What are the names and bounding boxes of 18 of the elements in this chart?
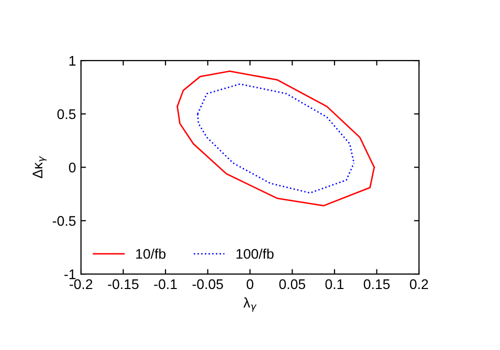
y-tick-label: 0 — [68, 162, 76, 172]
y-tick-label: 0.5 — [57, 109, 76, 120]
x-tick-label: -0.05 — [192, 279, 223, 290]
x-axis-title: λ$_{γ}$ — [243, 297, 257, 312]
x-tick-label: -0.1 — [154, 279, 177, 290]
x-tick-label: 0.1 — [325, 279, 344, 290]
x-tick-label: 0 — [246, 279, 254, 290]
x-tick-label: -0.2 — [70, 279, 92, 290]
legend-label: 100/fb — [236, 248, 274, 259]
x-tick-label: 0.2 — [410, 279, 428, 290]
x-tick-label: 0.15 — [364, 279, 390, 290]
y-axis-title: Δκ$_{γ}$ — [32, 156, 47, 178]
y-tick-label: -0.5 — [52, 216, 76, 226]
y-tick-label: 1 — [69, 56, 76, 66]
x-tick-label: 0.05 — [279, 279, 306, 290]
legend-label: 10/fb — [136, 248, 166, 259]
x-tick-label: -0.15 — [108, 279, 138, 290]
y-tick-label: -1 — [64, 270, 76, 280]
